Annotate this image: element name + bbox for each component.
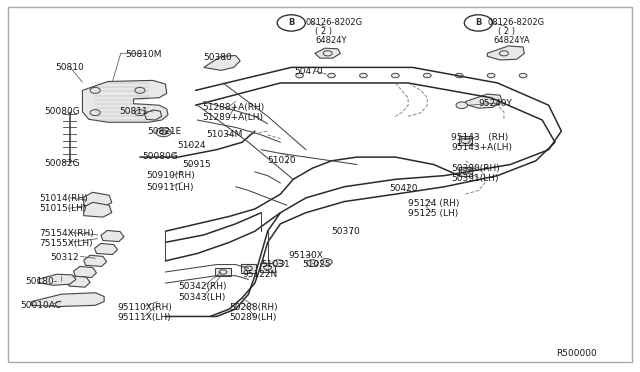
Text: 51289+A(LH): 51289+A(LH) [202,113,263,122]
Polygon shape [31,293,104,307]
Polygon shape [83,80,168,122]
Circle shape [135,110,145,116]
Text: 64824Y: 64824Y [315,36,346,45]
Text: 64824YA: 64824YA [493,36,531,45]
Circle shape [461,169,470,174]
Circle shape [456,73,463,78]
Text: 51025: 51025 [302,260,331,269]
Text: B: B [288,19,294,28]
Text: 50915: 50915 [182,160,211,169]
Text: 08126-8202G: 08126-8202G [487,18,545,27]
Text: 50010AC: 50010AC [20,301,61,310]
Text: B: B [475,19,481,28]
Circle shape [90,110,100,116]
Text: 95143   (RH): 95143 (RH) [451,132,508,142]
Polygon shape [84,255,107,266]
Text: 50342(RH): 50342(RH) [178,282,227,291]
Polygon shape [460,167,472,176]
Polygon shape [95,243,118,254]
Circle shape [461,138,470,143]
Circle shape [424,73,431,78]
Text: 95240Y: 95240Y [478,99,512,108]
Circle shape [360,73,367,78]
Text: 50470: 50470 [294,67,323,76]
Text: ( 2 ): ( 2 ) [315,26,332,36]
Text: 50390(RH): 50390(RH) [451,164,500,173]
Circle shape [519,73,527,78]
Polygon shape [74,266,97,278]
Text: R500000: R500000 [556,349,597,358]
Circle shape [392,73,399,78]
Circle shape [135,87,145,93]
Polygon shape [241,264,256,273]
Polygon shape [460,137,472,145]
Circle shape [219,270,227,274]
Polygon shape [315,48,340,58]
Circle shape [273,260,284,266]
Text: 51034M: 51034M [206,130,243,140]
Text: 50343(LH): 50343(LH) [178,293,226,302]
Circle shape [90,87,100,93]
Circle shape [328,73,335,78]
Text: 95143+A(LH): 95143+A(LH) [451,142,512,151]
Polygon shape [466,94,502,108]
Text: 50180-: 50180- [25,277,57,286]
Text: 50811: 50811 [119,108,148,116]
Polygon shape [204,55,240,70]
Polygon shape [260,263,275,272]
Circle shape [296,73,303,78]
Text: 51288+A(RH): 51288+A(RH) [202,103,264,112]
Text: 50080G: 50080G [44,108,80,116]
Text: 50312: 50312 [51,253,79,262]
Text: 50420: 50420 [389,185,417,193]
Text: 50380: 50380 [204,52,232,61]
Circle shape [307,260,318,266]
Text: 08126-8202G: 08126-8202G [306,18,363,27]
Polygon shape [101,231,124,241]
Text: 50391(LH): 50391(LH) [451,174,499,183]
Polygon shape [145,110,162,120]
Text: 51024: 51024 [177,141,206,150]
Text: 50289(LH): 50289(LH) [229,313,276,322]
Circle shape [160,130,168,135]
Text: 95111X(LH): 95111X(LH) [117,313,170,322]
Polygon shape [84,192,112,207]
Circle shape [487,73,495,78]
Text: 50810M: 50810M [125,50,162,59]
Circle shape [244,266,252,270]
Text: 50082G: 50082G [44,159,80,168]
Text: 75154X(RH): 75154X(RH) [39,229,94,238]
Circle shape [321,259,332,265]
Polygon shape [84,202,112,217]
Text: 75155X(LH): 75155X(LH) [39,239,93,248]
Text: 51015(LH): 51015(LH) [39,205,86,214]
Text: 50810: 50810 [55,63,84,72]
Text: 51031: 51031 [261,260,290,269]
Text: 50288(RH): 50288(RH) [229,303,278,312]
Text: 51020: 51020 [268,156,296,165]
Polygon shape [215,267,230,276]
Text: 50080G: 50080G [143,152,178,161]
Polygon shape [487,46,524,60]
Circle shape [499,51,508,56]
Text: ( 2 ): ( 2 ) [497,26,515,36]
Polygon shape [67,276,90,287]
Text: 95124 (RH): 95124 (RH) [408,199,460,208]
Text: 50911(LH): 50911(LH) [147,183,194,192]
Circle shape [156,128,172,137]
Text: 95110X(RH): 95110X(RH) [117,303,172,312]
Text: 95122N: 95122N [242,270,277,279]
Circle shape [323,51,332,56]
Text: 51014(RH): 51014(RH) [39,195,88,203]
Text: 50370: 50370 [332,227,360,236]
Circle shape [456,102,467,109]
Text: 50821E: 50821E [148,126,182,136]
Text: 95125 (LH): 95125 (LH) [408,209,458,218]
Text: 95130X: 95130X [288,251,323,260]
Circle shape [264,265,271,270]
Text: 50910(RH): 50910(RH) [147,171,195,180]
Polygon shape [38,274,76,285]
